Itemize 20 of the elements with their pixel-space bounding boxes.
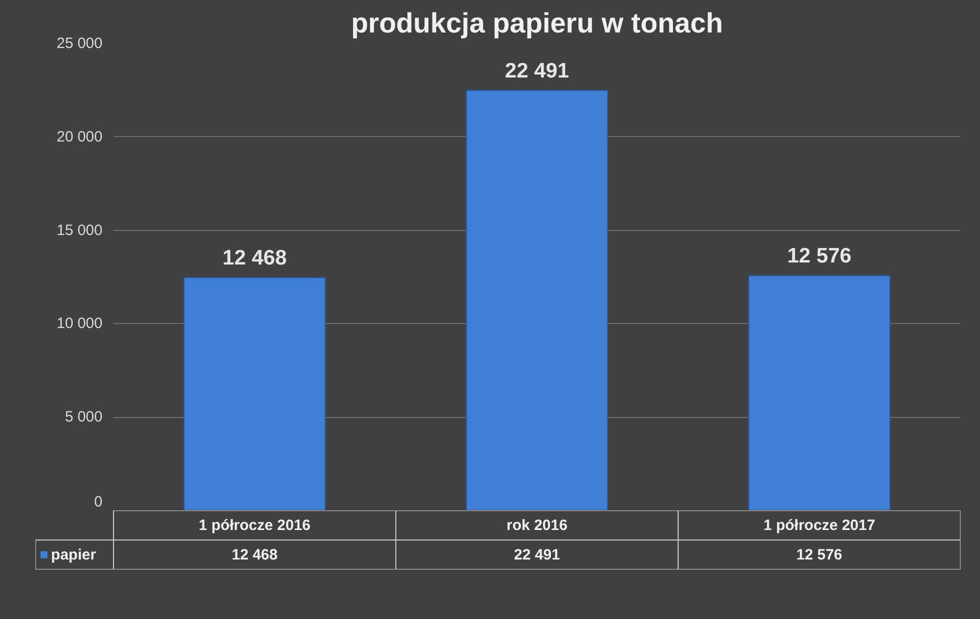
x-tick-label: 1 półrocze 2016	[198, 516, 311, 534]
bar	[748, 275, 890, 510]
text: 12 468	[222, 246, 287, 270]
y-tick-label: 10 000	[56, 315, 103, 332]
chart-title: produkcja papieru w tonach	[351, 8, 723, 38]
data-label: 12 576	[796, 546, 842, 564]
y-tick-label: 20 000	[56, 128, 103, 146]
data-label: 22 491	[514, 546, 560, 564]
bar	[466, 90, 608, 510]
data-label: 12 468	[232, 546, 278, 564]
y-tick-label: 25 000	[56, 35, 103, 52]
y-tick-label: 15 000	[56, 222, 103, 239]
legend-label: papier	[51, 546, 96, 564]
x-tick-label: 1 półrocze 2017	[763, 516, 876, 534]
x-tick-label: rok 2016	[506, 516, 568, 534]
y-tick-label: 5 000	[64, 408, 103, 426]
text: 22 491	[504, 59, 570, 82]
y-tick-label: 0	[94, 494, 102, 510]
text: 12 576	[787, 244, 852, 268]
bar	[184, 277, 326, 510]
